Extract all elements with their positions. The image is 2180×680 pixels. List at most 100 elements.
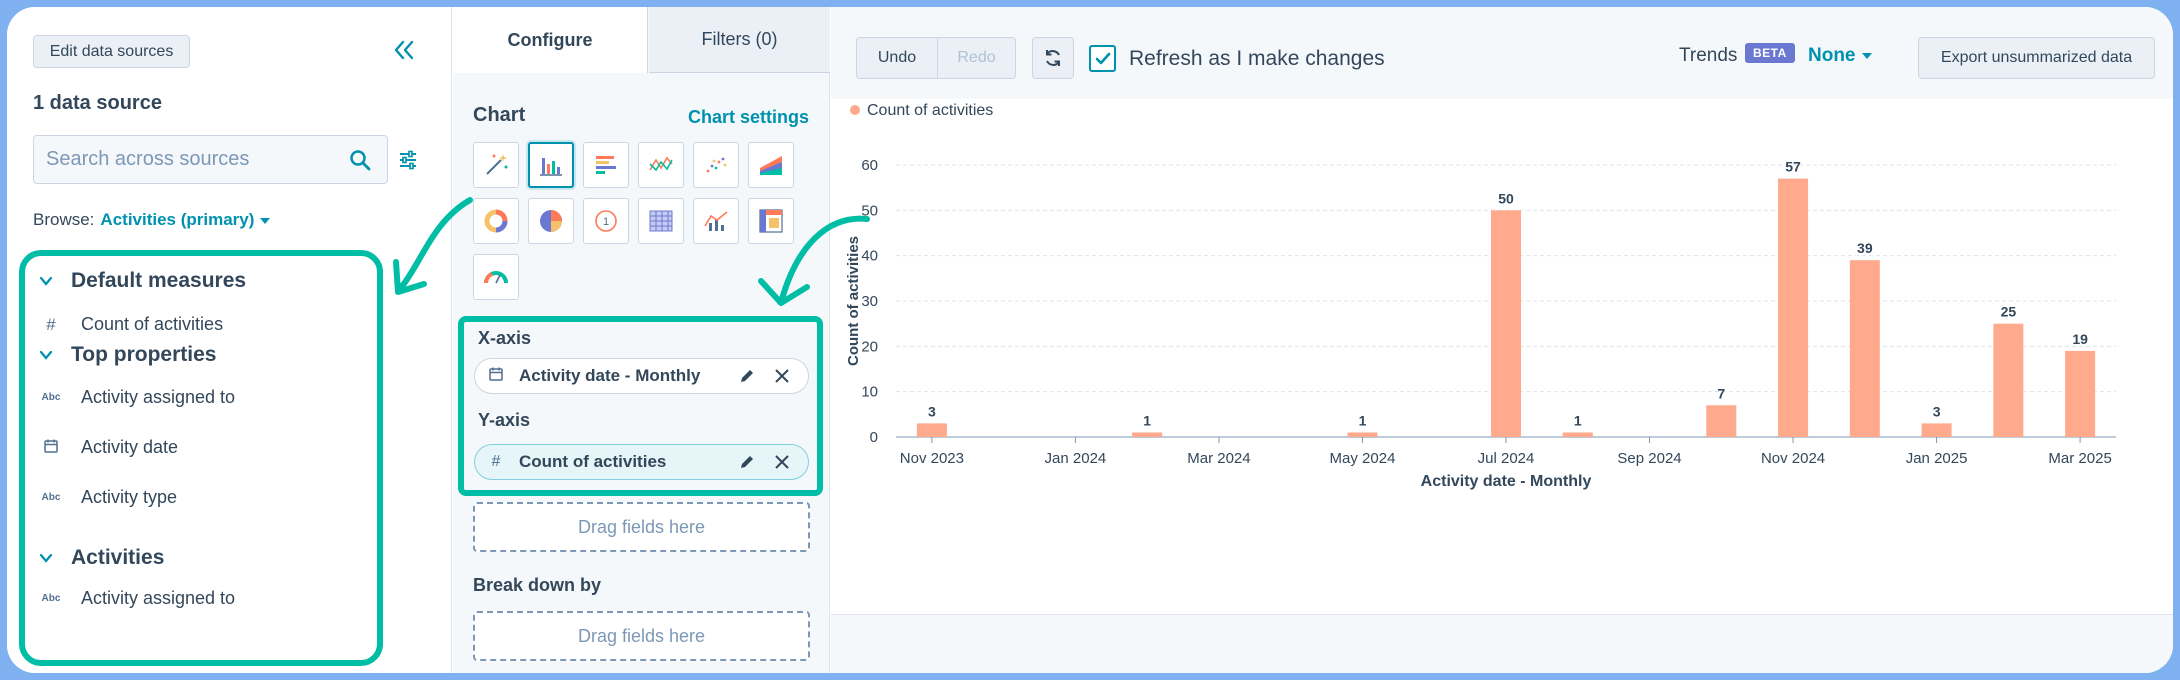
trends-dropdown[interactable]: None [1808, 45, 1872, 67]
chevron-down-icon [39, 350, 53, 360]
field-activity-date[interactable]: Activity date [39, 437, 178, 458]
configure-panel: Configure Filters (0) Chart Chart settin… [453, 7, 830, 673]
field-activity-type[interactable]: Abc Activity type [39, 487, 177, 508]
area-chart-icon[interactable] [748, 142, 794, 188]
bar-value-label: 39 [1857, 240, 1873, 256]
y-axis-field: Count of activities [519, 452, 667, 471]
x-tick-label: Mar 2024 [1187, 450, 1250, 467]
y-axis-title: Count of activities [845, 236, 862, 366]
search-icon[interactable] [349, 149, 371, 171]
refresh-button[interactable] [1032, 37, 1074, 79]
x-tick-label: Jan 2025 [1906, 450, 1968, 467]
x-axis-field: Activity date - Monthly [519, 366, 701, 385]
refresh-checkbox[interactable] [1089, 45, 1116, 72]
tab-configure[interactable]: Configure [453, 7, 648, 73]
chart-preview-panel: Undo Redo Refresh as I make changes Tren… [831, 7, 2173, 673]
close-icon[interactable] [774, 368, 790, 384]
break-down-label: Break down by [473, 575, 602, 595]
section-top-properties[interactable]: Top properties [39, 343, 216, 367]
line-chart-icon[interactable] [638, 142, 684, 188]
chevron-down-icon [260, 217, 271, 224]
number-icon: # [491, 453, 501, 470]
y-tick-label: 40 [861, 248, 878, 265]
chart-settings-link[interactable]: Chart settings [687, 107, 809, 127]
section-default-measures[interactable]: Default measures [39, 269, 246, 293]
y-axis-field-pill[interactable]: # Count of activities [474, 444, 809, 480]
app-frame: Edit data sources 1 data source Browse: A… [7, 7, 2173, 673]
field-count-of-activities[interactable]: # Count of activities [39, 314, 223, 335]
gauge-icon[interactable] [473, 254, 519, 300]
chart-area: Count of activities 0 10 20 30 40 50 60 3 Nov 202… [831, 99, 2173, 614]
x-tick-label: Jan 2024 [1045, 450, 1107, 467]
pivot-table-icon[interactable] [748, 198, 794, 244]
x-tick-label: May 2024 [1330, 450, 1396, 467]
bar [1347, 432, 1378, 437]
tab-filters[interactable]: Filters (0) [649, 7, 830, 73]
field-activity-assigned-to[interactable]: Abc Activity assigned to [39, 387, 236, 408]
bar-chart-icon[interactable] [583, 142, 629, 188]
text-type-icon: Abc [41, 392, 61, 403]
trends-label: Trends [1679, 45, 1738, 66]
data-source-count: 1 data source [33, 92, 162, 114]
bar [1562, 432, 1593, 437]
calendar-icon [487, 367, 505, 386]
search-input[interactable] [46, 148, 336, 171]
export-button[interactable]: Export unsummarized data [1918, 37, 2155, 79]
collapse-panel-icon[interactable] [391, 37, 421, 67]
combo-chart-icon[interactable] [693, 198, 739, 244]
column-chart-icon[interactable] [528, 142, 574, 188]
close-icon[interactable] [774, 454, 790, 470]
redo-button[interactable]: Redo [938, 37, 1016, 79]
y-tick-label: 50 [861, 202, 878, 219]
beta-badge: BETA [1745, 43, 1795, 63]
x-axis-title: Activity date - Monthly [1421, 473, 1592, 490]
x-axis-label: X-axis [478, 328, 532, 348]
pencil-icon[interactable] [738, 367, 756, 385]
chevron-down-icon [39, 553, 53, 563]
browse-dropdown[interactable]: Activities (primary) [100, 210, 255, 229]
calendar-icon [39, 439, 63, 456]
bar-value-label: 1 [1359, 412, 1367, 428]
bar [1778, 178, 1809, 437]
y-tick-label: 20 [861, 338, 878, 355]
search-box [33, 135, 388, 184]
bar [1132, 432, 1163, 437]
table-icon[interactable] [638, 198, 684, 244]
y-tick-label: 10 [861, 384, 878, 401]
undo-button[interactable]: Undo [856, 37, 938, 79]
break-down-drop-zone[interactable]: Drag fields here [473, 611, 810, 661]
donut-icon[interactable] [473, 198, 519, 244]
section-activities[interactable]: Activities [39, 546, 164, 570]
y-axis-label: Y-axis [478, 410, 531, 430]
browse-selector: Browse: Activities (primary) [33, 210, 271, 230]
bar [916, 423, 947, 437]
checkmark-icon [1095, 52, 1110, 64]
bar-value-label: 3 [1933, 403, 1941, 419]
text-type-icon: Abc [41, 492, 61, 503]
number-icon: # [46, 314, 56, 334]
x-tick-label: Nov 2024 [1761, 450, 1825, 467]
bar-value-label: 25 [2001, 304, 2017, 320]
bar [1849, 260, 1880, 437]
field-activity-assigned-to[interactable]: Abc Activity assigned to [39, 588, 236, 609]
magic-wand-icon[interactable] [473, 142, 519, 188]
bar-chart: Count of activities 0 10 20 30 40 50 60 3 Nov 202… [845, 102, 2116, 490]
field-label: Activity assigned to [81, 387, 236, 407]
svg-text:1: 1 [603, 216, 609, 228]
pencil-icon[interactable] [738, 453, 756, 471]
edit-data-sources-button[interactable]: Edit data sources [33, 35, 190, 68]
bar [1491, 210, 1521, 437]
y-tick-label: 0 [870, 429, 878, 446]
bar-value-label: 3 [928, 403, 936, 419]
data-sources-panel: Edit data sources 1 data source Browse: A… [7, 7, 452, 673]
scatter-icon[interactable] [693, 142, 739, 188]
x-axis-field-pill[interactable]: Activity date - Monthly [474, 358, 809, 394]
chevron-down-icon [1861, 52, 1872, 59]
kpi-icon[interactable]: 1 [583, 198, 629, 244]
bar-value-label: 1 [1143, 412, 1151, 428]
pie-icon[interactable] [528, 198, 574, 244]
y-axis-drop-zone[interactable]: Drag fields here [473, 502, 810, 552]
y-tick-label: 60 [861, 157, 878, 174]
filter-sliders-icon[interactable] [398, 150, 418, 170]
x-tick-label: Nov 2023 [900, 450, 964, 467]
